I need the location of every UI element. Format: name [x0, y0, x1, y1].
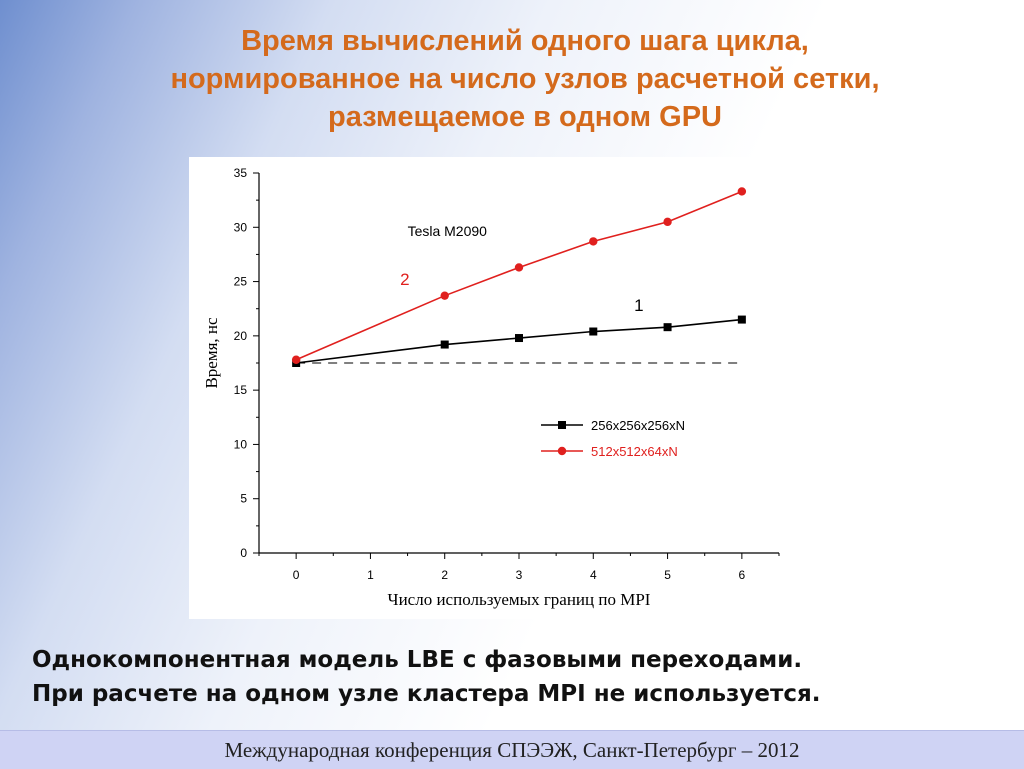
body-line-2: При расчете на одном узле кластера MPI н… — [32, 681, 821, 707]
x-tick-label: 1 — [367, 568, 374, 582]
series-2-point — [291, 355, 301, 364]
line-chart: 0 5 10 15 20 25 30 35 0 1 2 3 4 5 6 Число используемых … — [202, 166, 780, 609]
series-2-point — [663, 217, 672, 227]
x-tick-label: 3 — [516, 568, 523, 582]
slide-title: Время вычислений одного шага цикла, норм… — [60, 22, 990, 136]
curve-label-2: 2 — [400, 270, 409, 289]
chart-annotation: Tesla M2090 — [408, 223, 488, 239]
y-tick-label: 30 — [234, 220, 248, 234]
y-tick-label: 35 — [234, 166, 248, 180]
series-1-point — [515, 334, 523, 343]
y-tick-label: 15 — [234, 383, 248, 397]
x-tick-label: 6 — [739, 568, 746, 582]
series-2-point — [737, 187, 747, 196]
y-tick-label: 10 — [234, 437, 248, 451]
body-text: Однокомпонентная модель LBE с фазовыми п… — [32, 643, 1012, 711]
legend-label-1: 256x256x256xN — [591, 418, 685, 433]
curve-label-1: 1 — [634, 296, 643, 315]
title-line-3: размещаемое в одном GPU — [328, 101, 722, 133]
legend-label-2: 512x512x64xN — [591, 444, 678, 459]
footer: Международная конференция СПЭЭЖ, Санкт-П… — [0, 730, 1024, 769]
series-1-point — [440, 340, 449, 349]
series-1-point — [663, 323, 672, 332]
series-1-point — [737, 315, 746, 324]
legend-marker-1 — [558, 421, 566, 429]
x-tick-label: 4 — [590, 568, 597, 582]
legend-marker-2 — [557, 446, 567, 456]
y-axis-title: Время, нс — [202, 317, 221, 389]
y-tick-label: 0 — [240, 546, 247, 560]
title-line-2: нормированное на число узлов расчетной с… — [170, 63, 880, 95]
y-tick-label: 5 — [240, 492, 247, 506]
x-tick-label: 5 — [664, 568, 671, 582]
y-tick-label: 20 — [234, 329, 248, 343]
series-line-1 — [296, 318, 742, 364]
series-2-point — [589, 237, 598, 246]
series-2-point — [440, 291, 449, 300]
chart-panel: 0 5 10 15 20 25 30 35 0 1 2 3 4 5 6 Число используемых … — [189, 157, 795, 619]
x-tick-label: 2 — [441, 568, 448, 582]
title-line-1: Время вычислений одного шага цикла, — [241, 25, 809, 57]
body-line-1: Однокомпонентная модель LBE с фазовыми п… — [32, 647, 803, 673]
series-1-point — [589, 327, 598, 336]
x-tick-label: 0 — [293, 568, 300, 582]
series-2-point — [514, 263, 524, 272]
y-tick-label: 25 — [234, 275, 248, 289]
x-axis-title: Число используемых границ по MPI — [388, 590, 651, 609]
series-line-2 — [295, 190, 743, 361]
